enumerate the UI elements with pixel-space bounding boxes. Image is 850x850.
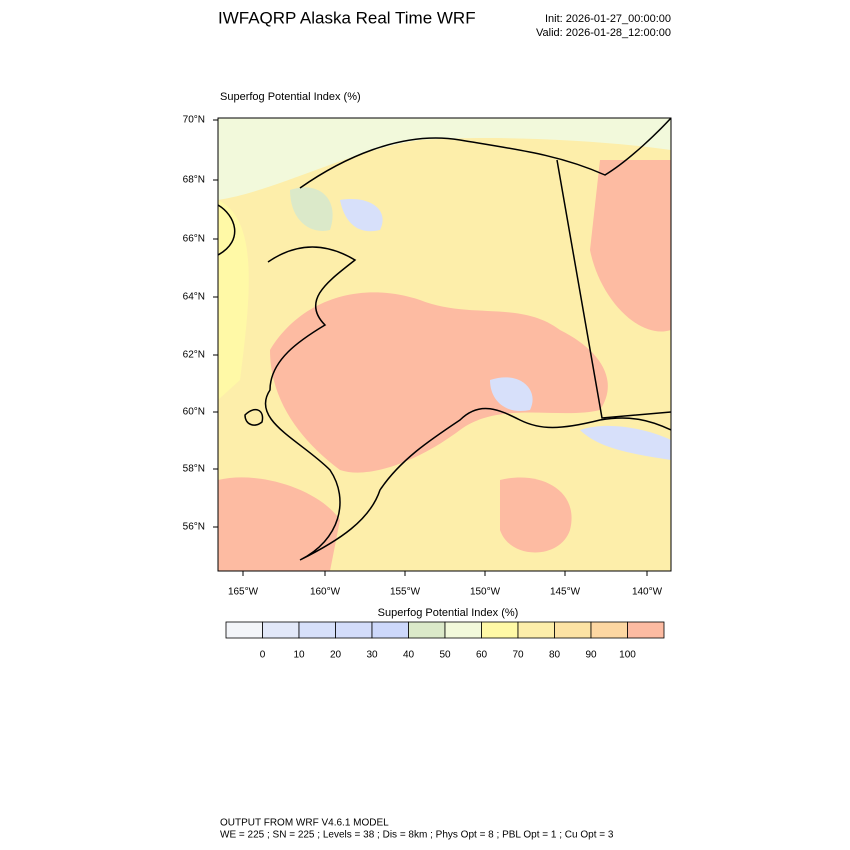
colorbar-box	[262, 621, 300, 639]
colorbar-label: 60	[476, 650, 488, 661]
colorbar-box	[481, 621, 519, 639]
colorbar-label: 30	[366, 650, 378, 661]
colorbar-box	[335, 621, 373, 639]
colorbar-box	[554, 621, 592, 639]
colorbar-title: Superfog Potential Index (%)	[378, 607, 519, 619]
field-area	[270, 292, 608, 473]
lon-label: 160°W	[310, 587, 341, 598]
colorbar-box	[444, 621, 482, 639]
coastline	[218, 118, 671, 561]
lat-label: 66°N	[183, 234, 205, 245]
valid-time: Valid: 2026-01-28_12:00:00	[536, 27, 671, 39]
lat-label: 56°N	[183, 522, 205, 533]
lat-label: 58°N	[183, 464, 205, 475]
colorbar-label: 0	[260, 650, 266, 661]
colorbar-box	[590, 621, 628, 639]
map-label: Superfog Potential Index (%)	[220, 91, 361, 103]
colorbar-box	[371, 621, 409, 639]
lon-label: 150°W	[470, 587, 501, 598]
map	[217, 117, 672, 572]
colorbar-label: 90	[585, 650, 597, 661]
field-area	[500, 477, 572, 553]
footer-line: OUTPUT FROM WRF V4.6.1 MODEL	[220, 818, 389, 829]
field-area	[490, 377, 533, 411]
field-area	[590, 160, 671, 332]
border	[556, 159, 671, 419]
lat-label: 68°N	[183, 175, 205, 186]
colorbar-box	[627, 621, 665, 639]
colorbar-label: 50	[439, 650, 451, 661]
title: IWFAQRP Alaska Real Time WRF	[218, 8, 476, 27]
colorbar-label: 100	[619, 650, 636, 661]
field-area	[290, 187, 333, 231]
lat-label: 60°N	[183, 407, 205, 418]
colorbar-label: 10	[293, 650, 305, 661]
lon-label: 140°W	[632, 587, 663, 598]
colorbar-box	[225, 621, 263, 639]
lat-label: 62°N	[183, 350, 205, 361]
colorbar-label: 40	[403, 650, 415, 661]
colorbar-box	[408, 621, 446, 639]
colorbar-label: 20	[330, 650, 342, 661]
field-area	[218, 118, 671, 200]
init-time: Init: 2026-01-27_00:00:00	[545, 13, 671, 25]
colorbar-label: 70	[512, 650, 524, 661]
colorbar-box	[517, 621, 555, 639]
lat-label: 64°N	[183, 292, 205, 303]
lon-label: 145°W	[550, 587, 581, 598]
lon-label: 155°W	[390, 587, 421, 598]
lat-label: 70°N	[183, 115, 205, 126]
lon-label: 165°W	[228, 587, 259, 598]
map-frame	[217, 117, 672, 572]
field-area	[340, 199, 383, 232]
footer-line: WE = 225 ; SN = 225 ; Levels = 38 ; Dis …	[220, 830, 614, 841]
colorbar-label: 80	[549, 650, 561, 661]
island	[244, 408, 264, 426]
field-area	[218, 477, 340, 571]
colorbar-box	[298, 621, 336, 639]
field-area	[580, 425, 671, 460]
